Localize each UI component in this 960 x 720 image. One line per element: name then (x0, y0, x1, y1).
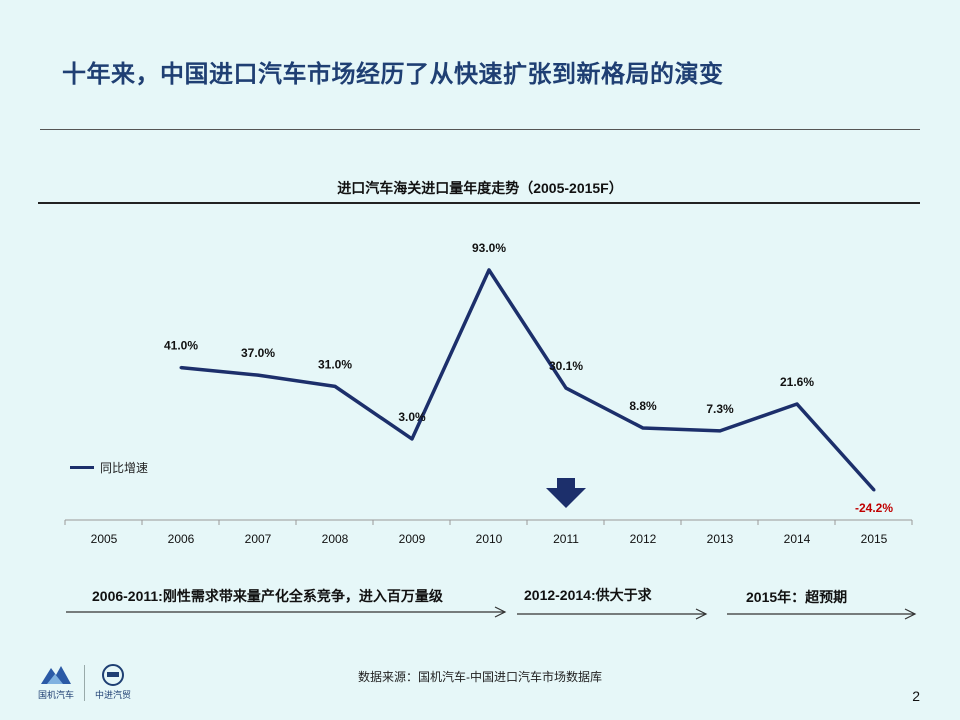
data-point (256, 373, 260, 377)
data-point (410, 437, 414, 441)
x-tick-label: 2014 (784, 532, 811, 546)
mountain-logo-icon (41, 666, 71, 684)
x-tick-label: 2008 (322, 532, 349, 546)
data-point (333, 384, 337, 388)
title-divider (40, 129, 920, 130)
phase-arrow-2015-head (904, 608, 917, 620)
phase-label-expansion: 2006-2011:刚性需求带来量产化全系竞争，进入百万量级 (92, 588, 443, 604)
data-label: 7.3% (706, 402, 734, 416)
x-tick-label: 2005 (91, 532, 118, 546)
data-label: 41.0% (164, 339, 198, 353)
legend-line-swatch (70, 466, 94, 469)
logo-guoji: 国机汽车 (38, 664, 74, 701)
data-label: 21.6% (780, 375, 814, 389)
x-tick-label: 2006 (168, 532, 195, 546)
phase-arrow-oversupply-head (695, 608, 708, 620)
legend-label: 同比增速 (100, 461, 149, 475)
highlight-down-arrow (546, 478, 586, 508)
logo-guoji-text: 国机汽车 (38, 690, 75, 700)
data-point (641, 426, 645, 430)
logo-zhongjin: 中进汽贸 (95, 664, 131, 701)
x-tick-label: 2010 (476, 532, 503, 546)
logo-zhongjin-text: 中进汽贸 (95, 690, 132, 700)
x-tick-label: 2015 (861, 532, 888, 546)
logo-separator (84, 665, 86, 701)
data-label: 93.0% (472, 241, 506, 255)
phase-label-oversupply: 2012-2014:供大于求 (524, 587, 652, 603)
x-tick-label: 2009 (399, 532, 426, 546)
data-label: 8.8% (629, 399, 657, 413)
data-label: 3.0% (398, 410, 426, 424)
data-point (564, 386, 568, 390)
data-label: 31.0% (318, 357, 352, 371)
page-number: 2 (912, 688, 920, 704)
series-line-yoy-growth (180, 268, 876, 492)
footer-logos: 国机汽车 中进汽贸 (38, 664, 131, 701)
data-point (179, 366, 183, 370)
phase-label-2015: 2015年：超预期 (746, 589, 848, 605)
circle-car-logo-icon (102, 664, 125, 686)
x-tick-label: 2011 (553, 532, 579, 546)
data-point (795, 402, 799, 406)
data-point (487, 268, 491, 272)
x-tick-label: 2013 (707, 532, 734, 546)
slide-title: 十年来，中国进口汽车市场经历了从快速扩张到新格局的演变 (62, 61, 724, 88)
data-source-note: 数据来源：国机汽车-中国进口汽车市场数据库 (358, 670, 602, 684)
data-label: 30.1% (549, 359, 583, 373)
data-label: -24.2% (855, 501, 893, 515)
chart-title-divider (38, 202, 920, 204)
x-tick-label: 2007 (245, 532, 272, 546)
phase-arrow-expansion-head (494, 606, 507, 618)
chart-legend: 同比增速 (70, 459, 148, 476)
x-tick-label: 2012 (630, 532, 657, 546)
data-point (718, 429, 722, 433)
data-label: 37.0% (241, 346, 275, 360)
chart-title: 进口汽车海关进口量年度走势（2005-2015F） (337, 180, 623, 196)
data-point (872, 488, 876, 492)
